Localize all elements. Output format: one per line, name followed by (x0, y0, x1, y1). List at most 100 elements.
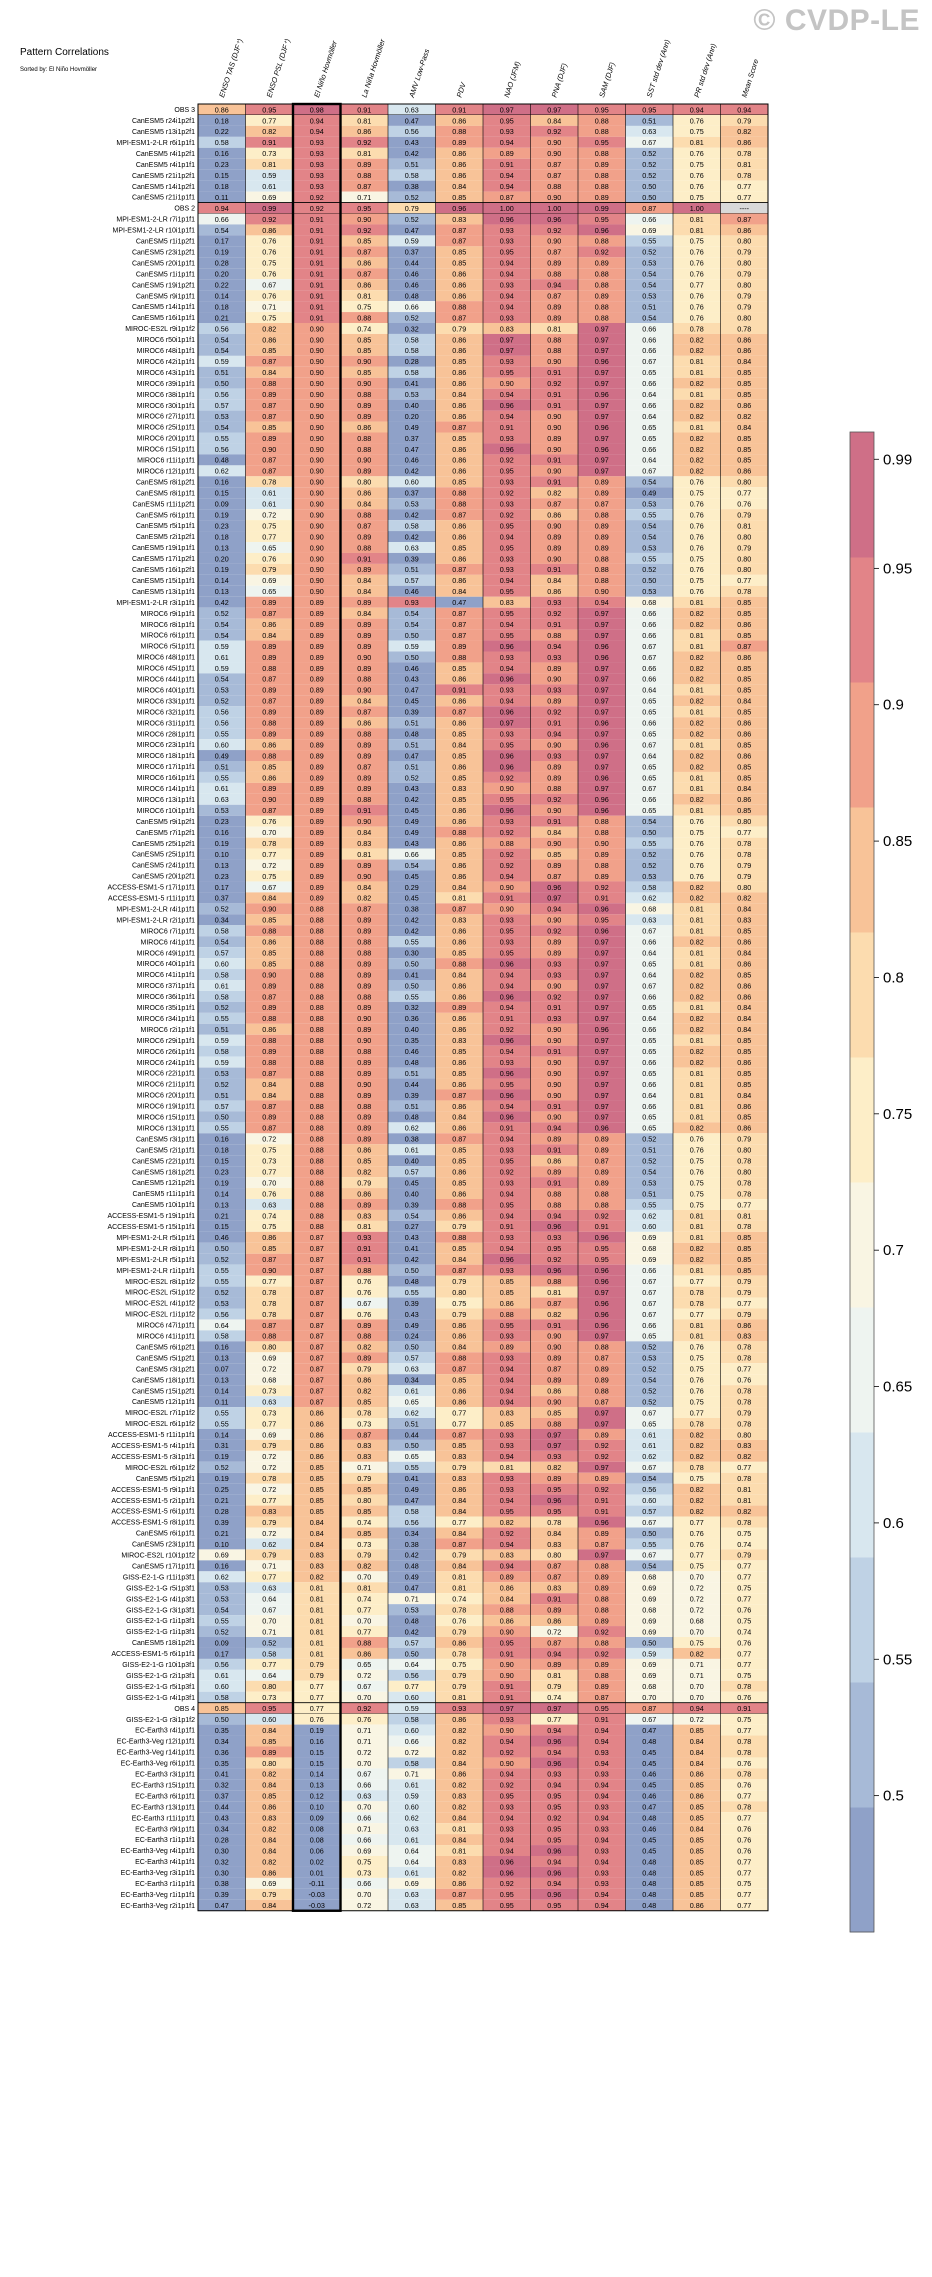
heatmap-cell (530, 213, 578, 225)
cell-value: 0.40 (405, 401, 419, 410)
heatmap-cell (720, 1253, 768, 1265)
cell-value: 0.84 (262, 1781, 276, 1790)
cell-value: 0.89 (357, 532, 371, 541)
heatmap-cell (340, 1012, 388, 1024)
cell-value: 0.66 (642, 1102, 656, 1111)
cell-value: 0.97 (595, 664, 609, 673)
heatmap-cell (388, 990, 436, 1002)
heatmap-cell (340, 728, 388, 740)
heatmap-cell (625, 1439, 673, 1451)
heatmap-cell (198, 377, 246, 389)
heatmap-cell (578, 1582, 626, 1594)
heatmap-cell (625, 925, 673, 937)
heatmap-cell (625, 1242, 673, 1254)
cell-value: 0.86 (737, 653, 751, 662)
row-label: EC-Earth3 r1i1p1f1 (135, 1881, 195, 1888)
cell-value: 0.72 (547, 1627, 561, 1636)
cell-value: 0.82 (690, 346, 704, 355)
cell-value: 0.84 (310, 1540, 324, 1549)
cell-value: 0.78 (690, 1419, 704, 1428)
heatmap-cell (340, 1856, 388, 1867)
cell-value: 0.88 (452, 1354, 466, 1363)
cell-value: 0.81 (737, 1485, 751, 1494)
heatmap-cell (673, 552, 721, 564)
heatmap-cell (673, 257, 721, 269)
cell-value: 0.89 (595, 1660, 609, 1669)
heatmap-cell (435, 750, 483, 761)
heatmap-cell (673, 1188, 721, 1199)
cell-value: 0.86 (452, 116, 466, 125)
cell-value: 0.88 (547, 1200, 561, 1209)
cell-value: 0.84 (547, 116, 561, 125)
heatmap-cell (483, 1056, 531, 1068)
heatmap-cell (435, 1188, 483, 1199)
heatmap-cell (483, 1188, 531, 1199)
cell-value: 0.76 (737, 1693, 751, 1702)
cell-value: 0.65 (642, 708, 656, 717)
cell-value: 0.89 (452, 138, 466, 147)
heatmap-cell (578, 695, 626, 707)
heatmap-cell (720, 191, 768, 203)
cell-value: 0.55 (642, 554, 656, 563)
cell-value: 0.78 (690, 1463, 704, 1472)
heatmap-cell (340, 607, 388, 619)
heatmap-cell (625, 213, 673, 225)
cell-value: 0.09 (215, 500, 229, 509)
heatmap-cell (435, 684, 483, 696)
heatmap-cell (388, 1439, 436, 1451)
cell-value: 0.78 (737, 1682, 751, 1691)
heatmap-cell (245, 136, 293, 148)
cell-value: 0.84 (452, 1113, 466, 1122)
cell-value: 0.75 (357, 302, 371, 311)
heatmap-cell (245, 750, 293, 761)
cell-value: 0.90 (547, 839, 561, 848)
heatmap-cell (388, 1604, 436, 1616)
cell-value: 0.85 (690, 1814, 704, 1823)
cell-value: 0.66 (642, 1080, 656, 1089)
heatmap-cell (530, 925, 578, 937)
heatmap-cell (720, 147, 768, 159)
heatmap-cell (293, 531, 341, 542)
heatmap-cell (625, 355, 673, 367)
row-label: EC-Earth3-Veg r14i1p1f1 (117, 1750, 195, 1757)
heatmap-cell (388, 585, 436, 597)
heatmap-cell (435, 1275, 483, 1287)
cell-value: 0.95 (500, 1638, 514, 1647)
cell-value: 0.50 (215, 1244, 229, 1253)
cell-value: 0.80 (737, 281, 751, 290)
cell-value: 0.72 (262, 1135, 276, 1144)
column-header: ENSO TAS (DJF⁺) (217, 37, 245, 99)
cell-value: 0.84 (262, 631, 276, 640)
cell-value: 0.73 (262, 1386, 276, 1395)
heatmap-cell (673, 706, 721, 718)
heatmap-cell (388, 202, 436, 214)
cell-value: 0.76 (737, 1835, 751, 1844)
cell-value: 0.90 (547, 1080, 561, 1089)
heatmap-cell (720, 399, 768, 411)
heatmap-cell (625, 958, 673, 970)
heatmap-cell (673, 1549, 721, 1561)
heatmap-cell (673, 355, 721, 367)
cell-value: 0.85 (737, 368, 751, 377)
heatmap-cell (340, 1209, 388, 1221)
cell-value: 0.85 (737, 664, 751, 673)
cell-value: 0.93 (547, 598, 561, 607)
cell-value: 0.86 (500, 1299, 514, 1308)
cell-value: 0.87 (262, 357, 276, 366)
heatmap-cell (293, 1122, 341, 1134)
cell-value: 0.88 (547, 335, 561, 344)
heatmap-cell (720, 542, 768, 553)
heatmap-cell (625, 1045, 673, 1057)
heatmap-cell (435, 1001, 483, 1013)
cell-value: 0.84 (737, 697, 751, 706)
cell-value: 0.77 (737, 1660, 751, 1669)
heatmap-cell (720, 1439, 768, 1451)
heatmap-cell (198, 1330, 246, 1342)
cell-value: ---- (739, 204, 749, 213)
cell-value: 0.78 (737, 1222, 751, 1231)
cell-value: 0.89 (500, 1573, 514, 1582)
cell-value: 0.86 (262, 1803, 276, 1812)
heatmap-cell (245, 1418, 293, 1429)
heatmap-cell (673, 344, 721, 356)
heatmap-cell (245, 1396, 293, 1408)
